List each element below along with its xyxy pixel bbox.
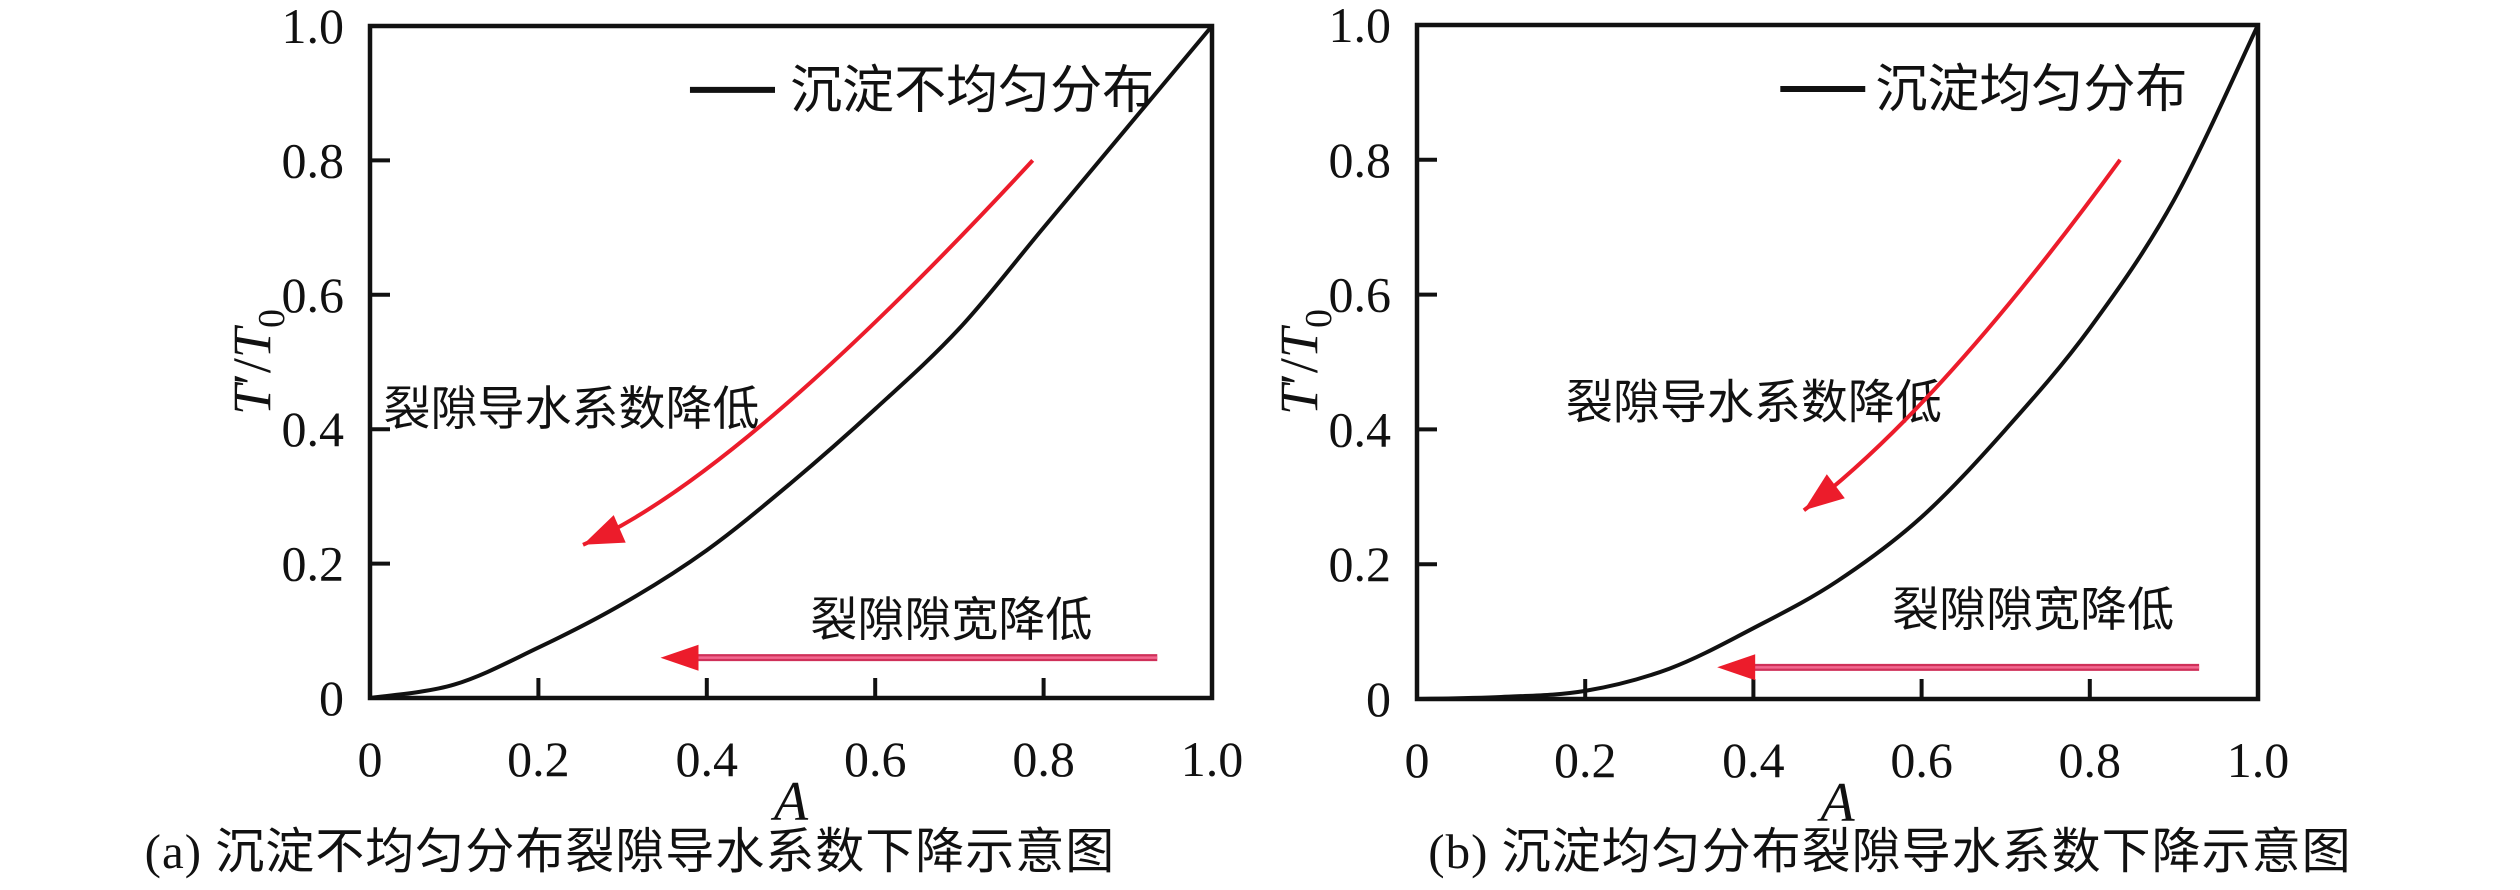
y-tick-label: 0.2	[282, 536, 345, 592]
y-axis-label: T′/T0	[222, 309, 293, 415]
conductivity-decrease-arrow-line	[1802, 158, 2122, 512]
aperture-decrease-label: 裂隙隙宽降低	[810, 595, 1092, 647]
conductivity-decrease-arrow-head	[1803, 474, 1845, 511]
panel-b-chart: 0 0.2 0.4 0.6 0.8 1.0 0 0.2 0.4 0.6 0.8 1.0 沉淀均匀分布裂隙…	[1269, 0, 2290, 834]
x-tick-label: 0.6	[844, 731, 907, 787]
panel-b-caption: (b) 沉淀均匀分布裂隙导水系数下降示意图	[1428, 824, 2352, 879]
x-tick-label: 0.4	[676, 731, 739, 787]
x-tick-label: 0.6	[1890, 732, 1953, 788]
y-tick-label: 0.6	[282, 267, 345, 323]
aperture-decrease-arrow-head	[1717, 654, 1756, 681]
y-tick-label: 0	[319, 670, 344, 726]
y-tick-label: 1.0	[282, 0, 345, 54]
panel-a-chart: 0 0.2 0.4 0.6 0.8 1.0 0 0.2 0.4 0.6 0.8 1.0 沉淀不均匀分布裂…	[222, 0, 1244, 833]
x-tick-label: 0.2	[1554, 732, 1617, 788]
y-tick-label: 0.2	[1329, 536, 1392, 592]
conductivity-decrease-arrow-line	[582, 159, 1035, 547]
plot-frame	[367, 23, 1215, 701]
y-tick-label: 0.4	[1329, 401, 1392, 457]
y-tick-label: 0.6	[1329, 267, 1392, 323]
y-tick-label: 0.8	[282, 132, 345, 188]
x-tick-label: 0.4	[1722, 732, 1785, 788]
x-tick-label: 1.0	[1181, 731, 1244, 787]
aperture-decrease-arrow-head	[660, 644, 699, 671]
x-axis-label: A	[1816, 772, 1855, 834]
series-curve	[369, 24, 1214, 700]
y-tick-label: 0.8	[1329, 132, 1392, 188]
y-tick-label: 1.0	[1329, 0, 1392, 53]
panel-a-caption: (a) 沉淀不均匀分布裂隙导水系数下降示意图	[144, 824, 1116, 879]
legend-label: 沉淀均匀分布	[1875, 62, 2187, 119]
legend-label: 沉淀不均匀分布	[790, 63, 1154, 120]
x-tick-label: 0.2	[507, 731, 570, 787]
x-tick-label: 1.0	[2227, 732, 2290, 788]
x-tick-label: 0.8	[1012, 731, 1075, 787]
x-axis-label: A	[770, 771, 809, 833]
y-tick-label: 0.4	[282, 401, 345, 457]
plot-frame	[1414, 22, 2261, 702]
series-curve	[1416, 24, 2260, 701]
y-axis-label: T′/T0	[1269, 309, 1340, 415]
x-tick-label: 0	[358, 731, 383, 787]
x-tick-label: 0.8	[2059, 732, 2122, 788]
y-tick-label: 0	[1366, 671, 1391, 727]
conductivity-decrease-label: 裂隙导水系数降低	[1566, 377, 1942, 429]
x-tick-label: 0	[1405, 732, 1430, 788]
conductivity-decrease-arrow-head	[583, 515, 626, 545]
aperture-decrease-label: 裂隙隙宽降低	[1892, 585, 2174, 637]
conductivity-decrease-label: 裂隙导水系数降低	[383, 384, 759, 436]
